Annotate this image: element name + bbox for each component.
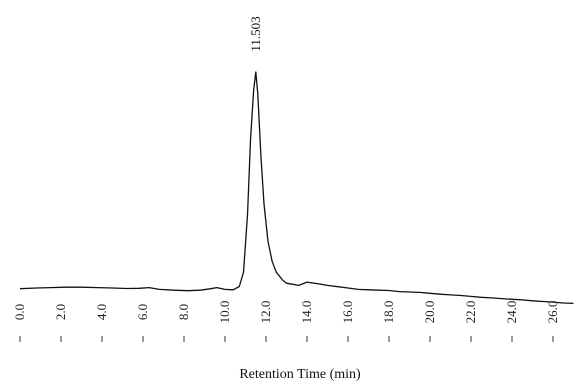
x-tick-label: 24.0 [504, 301, 519, 324]
x-tick-label: 18.0 [381, 301, 396, 324]
chromatogram-trace [19, 71, 574, 305]
x-tick-label: 12.0 [258, 301, 273, 324]
x-tick-label: 0.0 [12, 304, 27, 320]
x-tick-label: 4.0 [94, 304, 109, 320]
x-axis-ticks: 0.0 2.0 4.0 6.0 8.0 10.0 12.0 14.0 16.0 18.0 20.0 2… [12, 301, 560, 342]
x-tick-label: 26.0 [545, 301, 560, 324]
peak-label: 11.503 [248, 16, 263, 51]
x-tick-label: 20.0 [422, 301, 437, 324]
x-tick-label: 2.0 [53, 304, 68, 320]
trace-group [19, 71, 574, 305]
x-tick-label: 16.0 [340, 301, 355, 324]
x-tick-label: 14.0 [299, 301, 314, 324]
x-tick-label: 10.0 [217, 301, 232, 324]
annotations: 11.503 [248, 16, 263, 51]
x-tick-label: 8.0 [176, 304, 191, 320]
x-axis-title: Retention Time (min) [239, 367, 361, 382]
x-tick-label: 22.0 [463, 301, 478, 324]
x-tick-label: 6.0 [135, 304, 150, 320]
